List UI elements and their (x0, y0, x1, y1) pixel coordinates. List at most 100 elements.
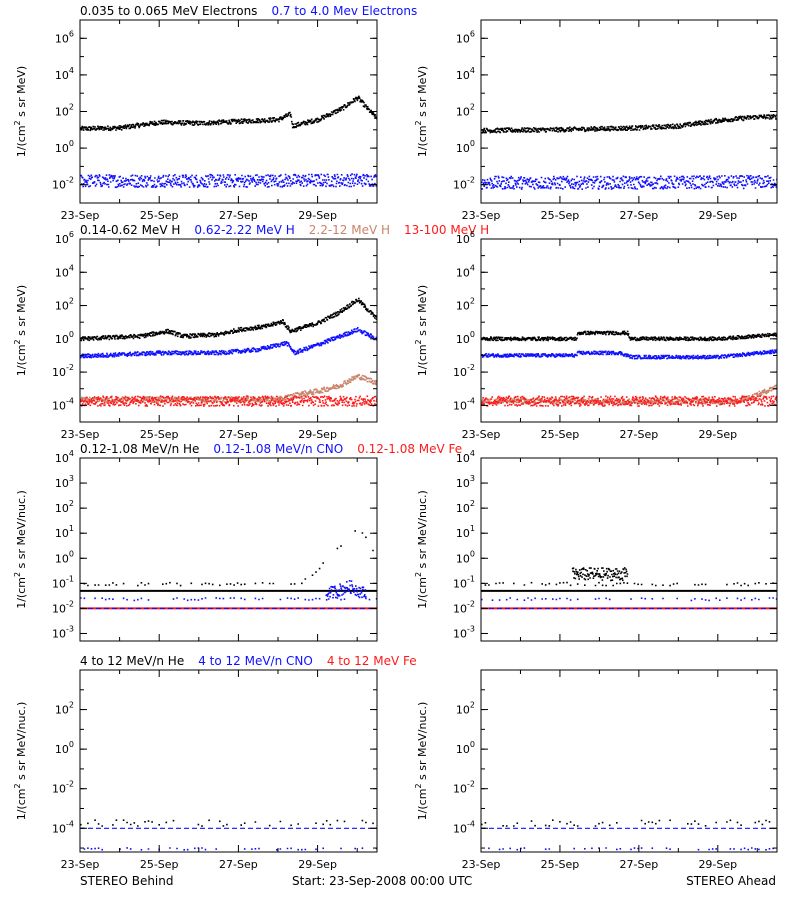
y-tick-label: 104 (456, 449, 475, 465)
data-layer (80, 819, 377, 851)
y-tick-label: 100 (55, 740, 74, 756)
series-points (481, 597, 777, 602)
x-tick-label: 27-Sep (219, 858, 258, 871)
y-tick-base: 10 (55, 333, 69, 346)
y-label-prefix: 1/(cm (15, 577, 28, 609)
y-label-sup: 2 (13, 572, 22, 577)
y-tick-label: 104 (55, 449, 74, 465)
y-label-sup: 2 (414, 572, 423, 577)
y-tick-base: 10 (55, 704, 69, 717)
y-tick-label: 100 (55, 139, 74, 155)
y-tick-base: 10 (456, 502, 470, 515)
y-label-prefix: 1/(cm (416, 125, 429, 157)
y-tick-base: 10 (453, 822, 467, 835)
y-tick-exponent: -1 (66, 574, 74, 583)
x-tick-label: 23-Sep (462, 858, 501, 871)
series-points (571, 567, 629, 582)
x-tick-label: 29-Sep (298, 209, 337, 222)
y-tick-exponent: -4 (66, 819, 74, 828)
y-tick-label: 104 (456, 66, 475, 82)
plot-frame (480, 238, 778, 423)
y-label-prefix: 1/(cm (416, 577, 429, 609)
y-tick-label: 102 (55, 701, 74, 717)
y-tick-label: 10-1 (52, 574, 74, 590)
y-tick-base: 10 (55, 502, 69, 515)
data-layer (481, 114, 777, 190)
series-points (481, 349, 777, 360)
y-tick-exponent: 2 (470, 297, 475, 306)
series-points (481, 330, 777, 342)
y-label-prefix: 1/(cm (15, 789, 28, 821)
x-tick-label: 27-Sep (219, 209, 258, 222)
y-tick-base: 10 (55, 69, 69, 82)
y-tick-base: 10 (52, 627, 66, 640)
legend-entry: 4 to 12 MeV/n CNO (198, 654, 313, 668)
y-tick-exponent: 0 (470, 549, 475, 558)
y-tick-label: 103 (456, 474, 475, 490)
footer: STEREO Behind Start: 23-Sep-2008 00:00 U… (80, 874, 776, 888)
y-tick-exponent: -2 (467, 780, 475, 789)
y-tick-exponent: -2 (66, 780, 74, 789)
x-tick-label: 25-Sep (140, 209, 179, 222)
y-label-suffix: s sr MeV/nuc.) (15, 490, 28, 572)
y-tick-label: 101 (456, 524, 475, 540)
y-tick-exponent: 0 (69, 139, 74, 148)
y-tick-exponent: 4 (69, 263, 74, 272)
y-tick-label: 10-3 (453, 624, 475, 640)
y-tick-label: 102 (55, 103, 74, 119)
legend-entry: 0.14-0.62 MeV H (80, 223, 180, 237)
plot-frame (79, 457, 378, 642)
y-tick-label: 102 (55, 499, 74, 515)
y-tick-label: 102 (456, 103, 475, 119)
y-tick-label: 10-3 (52, 624, 74, 640)
y-tick-exponent: -3 (66, 624, 74, 633)
y-tick-base: 10 (456, 704, 470, 717)
series-points (80, 395, 377, 407)
y-tick-label: 101 (55, 524, 74, 540)
legend-entry: 0.035 to 0.065 MeV Electrons (80, 4, 257, 18)
footer-right-label: STEREO Ahead (686, 874, 776, 888)
data-layer (481, 330, 777, 407)
y-tick-base: 10 (52, 822, 66, 835)
y-tick-exponent: -2 (467, 363, 475, 372)
y-tick-label: 106 (55, 230, 74, 246)
y-axis-label: 1/(cm2 s sr MeV) (13, 285, 28, 376)
legend-protons: 0.14-0.62 MeV H 0.62-2.22 MeV H 2.2-12 MeV… (80, 223, 489, 237)
y-label-suffix: s sr MeV/nuc.) (416, 490, 429, 572)
y-tick-exponent: -2 (66, 176, 74, 185)
data-layer (481, 567, 777, 610)
y-tick-exponent: -4 (467, 396, 475, 405)
y-tick-base: 10 (453, 602, 467, 615)
y-tick-label: 10-2 (453, 599, 475, 615)
y-tick-base: 10 (456, 452, 470, 465)
y-tick-label: 10-4 (453, 819, 475, 835)
legend-entry: 0.7 to 4.0 Mev Electrons (271, 4, 417, 18)
y-tick-base: 10 (456, 552, 470, 565)
y-tick-base: 10 (456, 333, 470, 346)
x-tick-label: 29-Sep (698, 428, 737, 441)
series-points (325, 580, 367, 600)
y-tick-exponent: -2 (467, 176, 475, 185)
y-tick-base: 10 (55, 32, 69, 45)
legend-entry: 2.2-12 MeV H (309, 223, 390, 237)
y-tick-base: 10 (55, 552, 69, 565)
data-layer (80, 297, 377, 407)
y-axis-label: 1/(cm2 s sr MeV/nuc.) (13, 702, 28, 821)
y-label-sup: 2 (13, 783, 22, 788)
y-tick-base: 10 (55, 106, 69, 119)
y-tick-base: 10 (456, 233, 470, 246)
plot-frame (79, 669, 378, 853)
y-label-suffix: s sr MeV) (416, 66, 429, 121)
series-points (481, 174, 777, 190)
plot-frame (480, 669, 778, 853)
y-tick-exponent: 2 (69, 701, 74, 710)
y-tick-exponent: 4 (69, 66, 74, 75)
legend-heavy-ions-low: 0.12-1.08 MeV/n He 0.12-1.08 MeV/n CNO 0.1… (80, 442, 462, 456)
y-label-prefix: 1/(cm (15, 125, 28, 157)
y-tick-base: 10 (456, 32, 470, 45)
